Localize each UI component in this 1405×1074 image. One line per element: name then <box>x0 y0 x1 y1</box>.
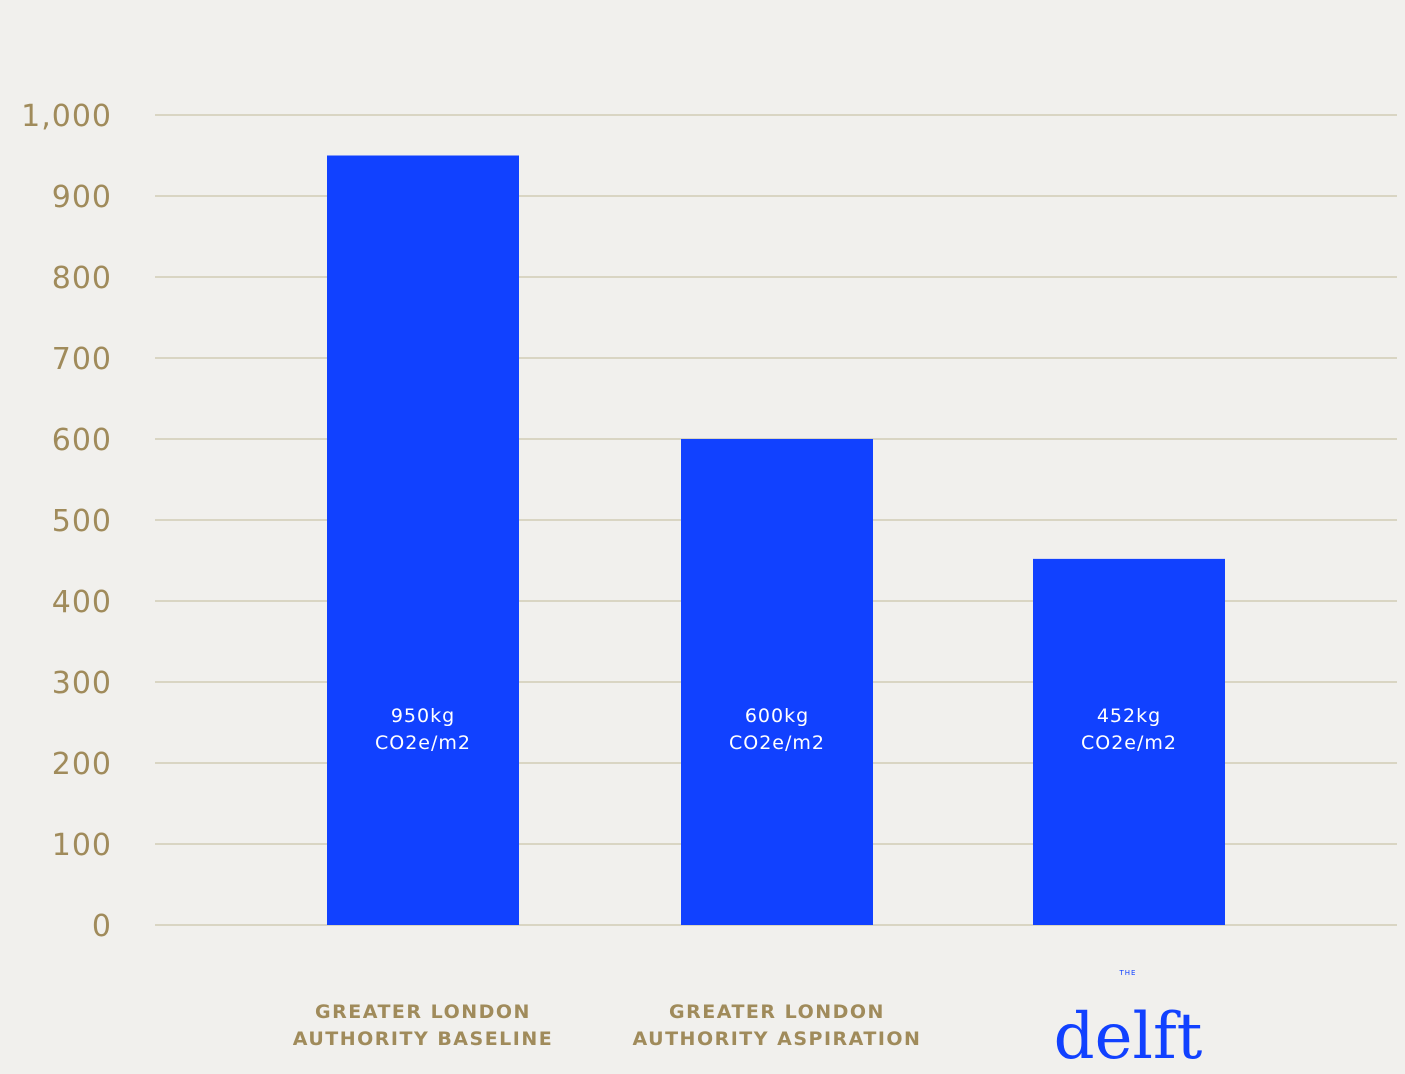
logo-name: delft <box>1054 1000 1203 1074</box>
y-tick-label: 800 <box>52 261 112 296</box>
y-tick-label: 200 <box>52 747 112 782</box>
chart: THE delft 0 100 200 300 400 500 600 700 800 900 1,… <box>0 0 1405 1074</box>
y-tick-label: 400 <box>52 585 112 620</box>
logo-small: THE <box>1119 969 1137 977</box>
y-tick-label: 100 <box>52 828 112 863</box>
y-tick-label: 700 <box>52 342 112 377</box>
y-tick-label: 600 <box>52 423 112 458</box>
bar <box>327 156 519 926</box>
y-tick-label: 900 <box>52 180 112 215</box>
y-tick-label: 300 <box>52 666 112 701</box>
y-tick-label: 1,000 <box>21 99 112 134</box>
y-tick-label: 500 <box>52 504 112 539</box>
bar <box>681 439 873 925</box>
y-tick-label: 0 <box>92 909 112 944</box>
